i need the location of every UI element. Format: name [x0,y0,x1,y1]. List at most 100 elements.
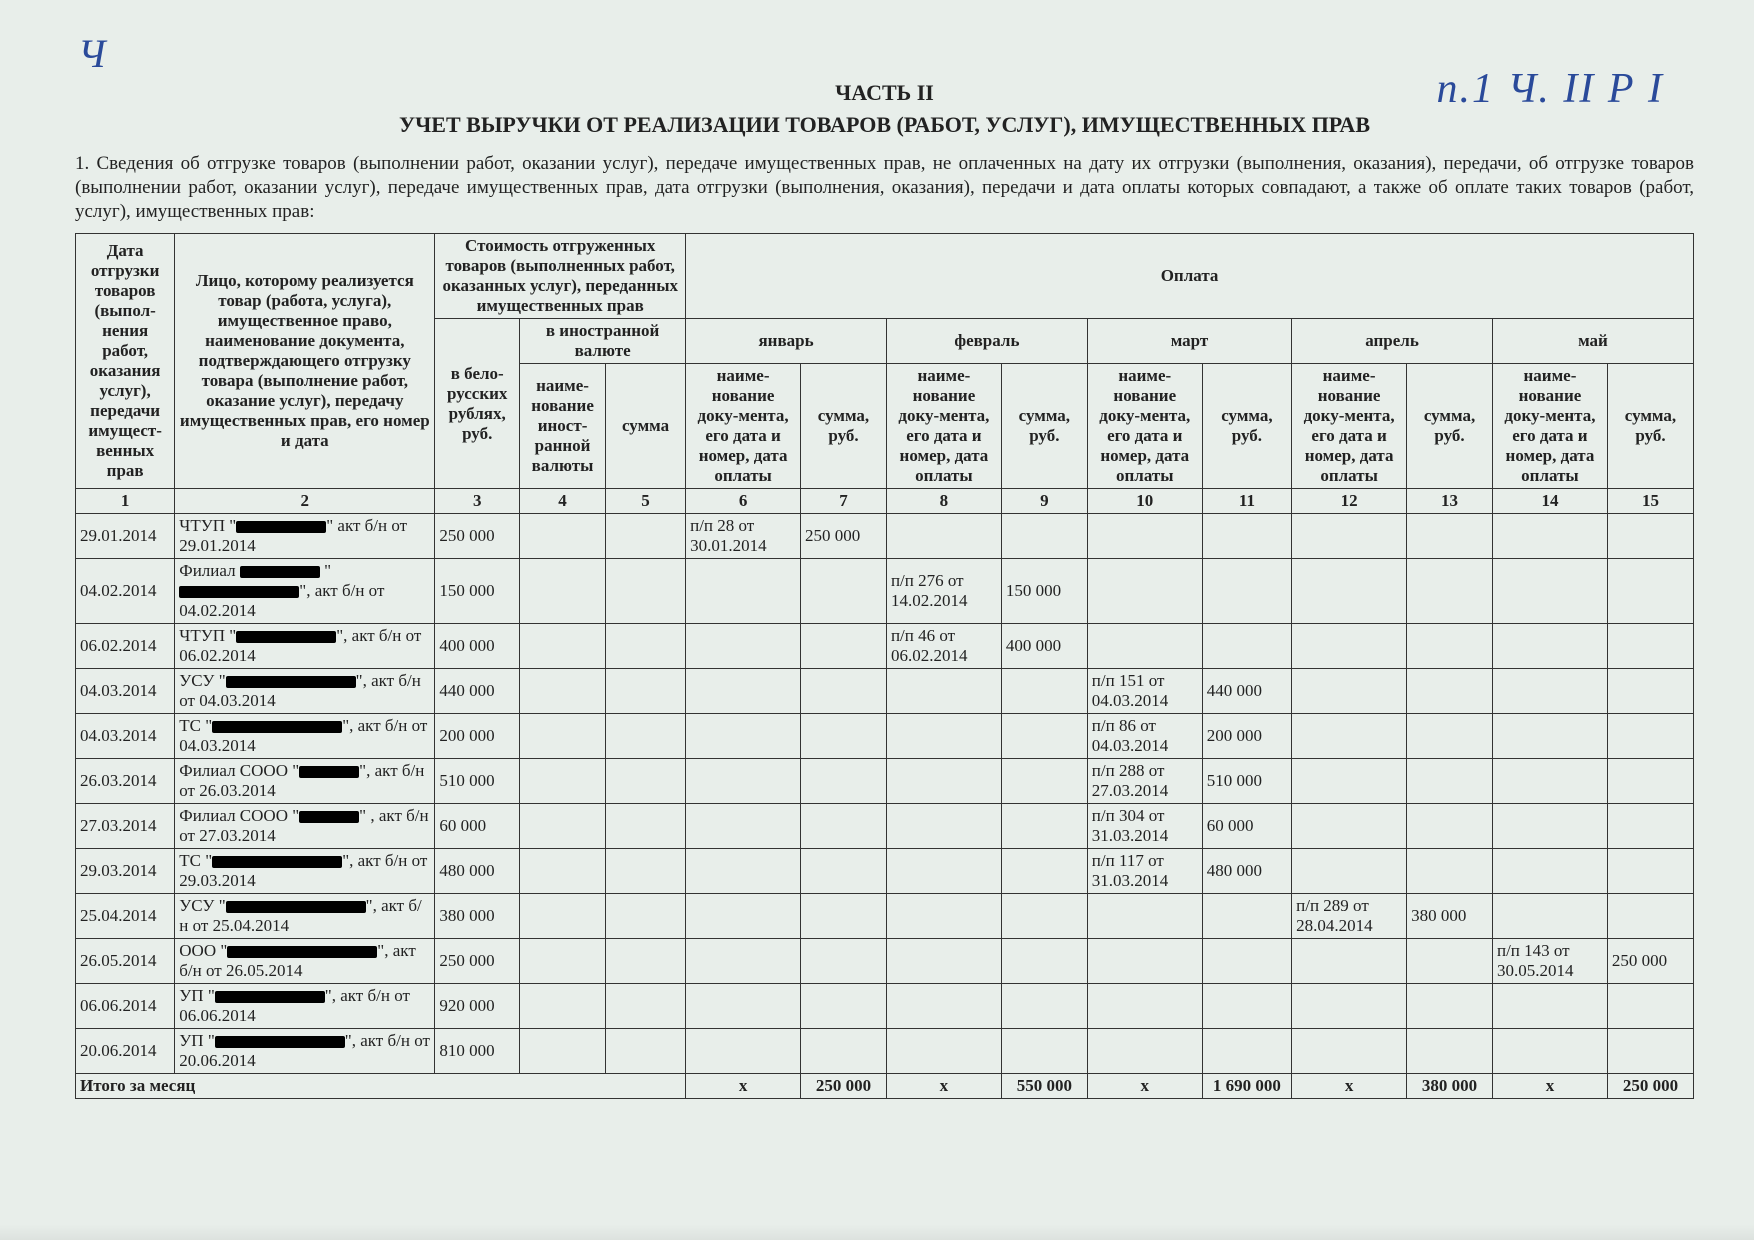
cell-date: 26.03.2014 [76,759,175,804]
th-feb-sum: сумма, руб. [1001,364,1087,489]
cell-empty [606,804,686,849]
cell-pay-doc [1292,984,1407,1029]
cell-empty [606,849,686,894]
cell-pay-sum [1001,514,1087,559]
cell-bel-rub: 440 000 [435,669,520,714]
cell-pay-doc [686,759,801,804]
totals-doc: x [1492,1074,1607,1099]
cell-pay-sum [1001,849,1087,894]
column-number: 11 [1202,489,1291,514]
cell-empty [520,624,606,669]
cell-pay-doc [1292,939,1407,984]
th-feb-doc: наиме-нование доку-мента, его дата и ном… [886,364,1001,489]
cell-empty [606,984,686,1029]
document-page: Ч п.1 Ч. II Р I ЧАСТЬ II УЧЕТ ВЫРУЧКИ ОТ… [0,0,1754,1240]
cell-pay-sum [1407,849,1493,894]
cell-pay-doc: п/п 46 от 06.02.2014 [886,624,1001,669]
column-number: 7 [801,489,887,514]
cell-pay-sum [801,804,887,849]
cell-pay-sum [801,984,887,1029]
cell-pay-doc [1492,624,1607,669]
cell-date: 20.06.2014 [76,1029,175,1074]
redaction [236,521,326,533]
cell-pay-doc [886,514,1001,559]
cell-pay-sum [801,1029,887,1074]
cell-empty [520,714,606,759]
cell-pay-doc [1087,939,1202,984]
cell-pay-sum: 150 000 [1001,559,1087,624]
th-apr-doc: наиме-нование доку-мента, его дата и ном… [1292,364,1407,489]
cell-empty [520,894,606,939]
cell-pay-doc: п/п 117 от 31.03.2014 [1087,849,1202,894]
totals-sum: 1 690 000 [1202,1074,1291,1099]
cell-pay-doc [1492,984,1607,1029]
table-row: 29.03.2014ТС "", акт б/н от 29.03.201448… [76,849,1694,894]
cell-pay-sum [1001,669,1087,714]
cell-pay-doc [686,669,801,714]
cell-pay-doc [886,939,1001,984]
cell-pay-doc [886,1029,1001,1074]
cell-pay-doc: п/п 143 от 30.05.2014 [1492,939,1607,984]
cell-empty [606,714,686,759]
cell-party: ТС "", акт б/н от 29.03.2014 [175,849,435,894]
intro-paragraph: 1. Сведения об отгрузке товаров (выполне… [75,152,1694,223]
column-number: 6 [686,489,801,514]
cell-pay-sum [1202,894,1291,939]
cell-bel-rub: 810 000 [435,1029,520,1074]
cell-pay-sum [1407,669,1493,714]
redaction [226,676,356,688]
cell-pay-sum: 60 000 [1202,804,1291,849]
cell-pay-doc [1292,514,1407,559]
column-number: 2 [175,489,435,514]
cell-date: 04.03.2014 [76,669,175,714]
cell-date: 04.02.2014 [76,559,175,624]
revenue-table: Дата отгрузки товаров (выпол-нения работ… [75,233,1694,1099]
cell-empty [520,804,606,849]
cell-pay-sum: 400 000 [1001,624,1087,669]
cell-empty [520,759,606,804]
cell-pay-doc [886,849,1001,894]
cell-empty [606,514,686,559]
cell-empty [520,559,606,624]
cell-pay-sum [1407,1029,1493,1074]
table-row: 06.06.2014УП "", акт б/н от 06.06.201492… [76,984,1694,1029]
cell-date: 27.03.2014 [76,804,175,849]
redaction [212,856,342,868]
cell-pay-sum [1607,984,1693,1029]
cell-pay-sum [1607,804,1693,849]
th-currency-sum: сумма [606,364,686,489]
th-date: Дата отгрузки товаров (выпол-нения работ… [76,234,175,489]
totals-row: Итого за месяцx250 000x550 000x1 690 000… [76,1074,1694,1099]
column-number: 15 [1607,489,1693,514]
cell-party: УП "", акт б/н от 20.06.2014 [175,1029,435,1074]
cell-pay-doc [1492,669,1607,714]
cell-pay-sum [1202,514,1291,559]
cell-pay-doc: п/п 289 от 28.04.2014 [1292,894,1407,939]
cell-pay-sum: 510 000 [1202,759,1291,804]
cell-bel-rub: 400 000 [435,624,520,669]
cell-pay-sum [1001,894,1087,939]
column-number: 10 [1087,489,1202,514]
cell-party: Филиал СООО "" , акт б/н от 27.03.2014 [175,804,435,849]
th-foreign-group: в иностранной валюте [520,319,686,364]
cell-pay-doc [1292,714,1407,759]
cell-pay-doc [1087,1029,1202,1074]
cell-date: 29.01.2014 [76,514,175,559]
redaction [227,946,377,958]
cell-pay-sum [1001,804,1087,849]
cell-pay-doc [686,939,801,984]
cell-pay-doc: п/п 288 от 27.03.2014 [1087,759,1202,804]
cell-pay-doc: п/п 276 от 14.02.2014 [886,559,1001,624]
cell-pay-doc [1492,759,1607,804]
cell-pay-doc [886,984,1001,1029]
cell-pay-doc: п/п 151 от 04.03.2014 [1087,669,1202,714]
document-title: УЧЕТ ВЫРУЧКИ ОТ РЕАЛИЗАЦИИ ТОВАРОВ (РАБО… [75,112,1694,138]
cell-pay-sum [1607,624,1693,669]
cell-date: 06.06.2014 [76,984,175,1029]
cell-pay-sum: 380 000 [1407,894,1493,939]
cell-pay-doc [886,759,1001,804]
cell-date: 29.03.2014 [76,849,175,894]
cell-pay-doc [1087,624,1202,669]
redaction [299,766,359,778]
table-row: 04.03.2014УСУ "", акт б/н от 04.03.20144… [76,669,1694,714]
